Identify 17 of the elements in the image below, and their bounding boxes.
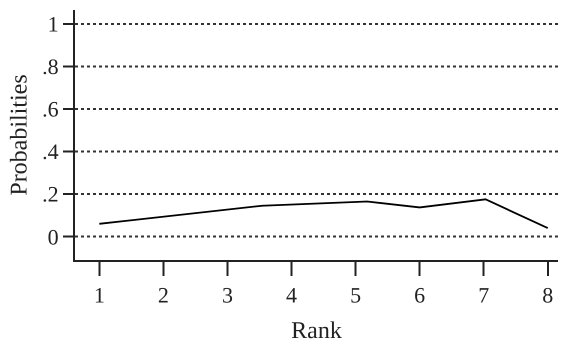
y-axis-title: Probabilities: [6, 74, 33, 196]
x-tick-label: 4: [286, 282, 298, 308]
x-tick-label: 7: [478, 282, 490, 308]
y-tick-label: 1: [48, 12, 59, 37]
y-tick-label: .6: [42, 96, 59, 122]
y-tick-label: .8: [42, 54, 59, 80]
y-tick-label: 0: [48, 224, 59, 250]
x-tick-label: 3: [222, 282, 233, 308]
x-tick-label: 1: [94, 282, 105, 308]
x-axis-title: Rank: [291, 318, 342, 344]
x-tick-label: 5: [350, 282, 362, 308]
y-tick-label: .4: [42, 139, 59, 164]
x-tick-label: 6: [414, 282, 426, 308]
y-tick-label: .2: [42, 182, 59, 207]
x-tick-label: 8: [542, 282, 554, 308]
line-series: [98, 198, 549, 229]
x-tick-label: 2: [158, 282, 169, 308]
